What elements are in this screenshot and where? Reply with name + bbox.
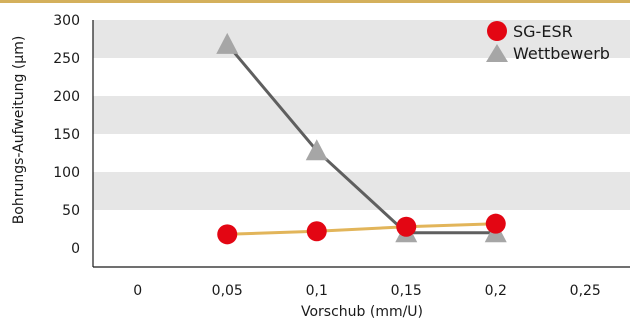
legend-label: Wettbewerb [513, 44, 610, 63]
x-tick-label: 0,25 [570, 283, 601, 299]
y-tick-label: 200 [53, 89, 80, 105]
y-axis-title: Bohrungs-Aufweitung (μm) [11, 36, 27, 225]
legend: SG-ESR Wettbewerb [486, 21, 610, 63]
x-tick-label: 0,05 [212, 283, 243, 299]
data-point-sg-esr [485, 213, 506, 234]
y-tick-label: 300 [53, 13, 80, 29]
y-tick-label: 0 [71, 241, 80, 257]
data-point-sg-esr [217, 224, 238, 245]
data-point-wettbewerb [216, 32, 239, 54]
grid-band [93, 96, 630, 134]
data-point-sg-esr [396, 216, 417, 237]
x-tick-label: 0,1 [306, 283, 328, 299]
x-tick-label: 0 [133, 283, 142, 299]
top-rule [0, 0, 630, 3]
legend-circle-icon [487, 21, 507, 41]
data-point-sg-esr [306, 221, 327, 242]
data-point-wettbewerb [305, 139, 328, 161]
y-tick-label: 250 [53, 51, 80, 67]
y-tick-label: 50 [62, 203, 80, 219]
x-tick-label: 0,2 [485, 283, 507, 299]
legend-label: SG-ESR [513, 22, 573, 41]
legend-triangle-icon [486, 44, 508, 62]
y-tick-label: 100 [53, 165, 80, 181]
series-line-1 [226, 43, 496, 235]
grid-band [93, 20, 630, 58]
y-tick-label: 150 [53, 127, 80, 143]
series-line-0 [227, 222, 496, 236]
x-tick-label: 0,15 [391, 283, 422, 299]
x-axis-title: Vorschub (mm/U) [301, 304, 423, 320]
